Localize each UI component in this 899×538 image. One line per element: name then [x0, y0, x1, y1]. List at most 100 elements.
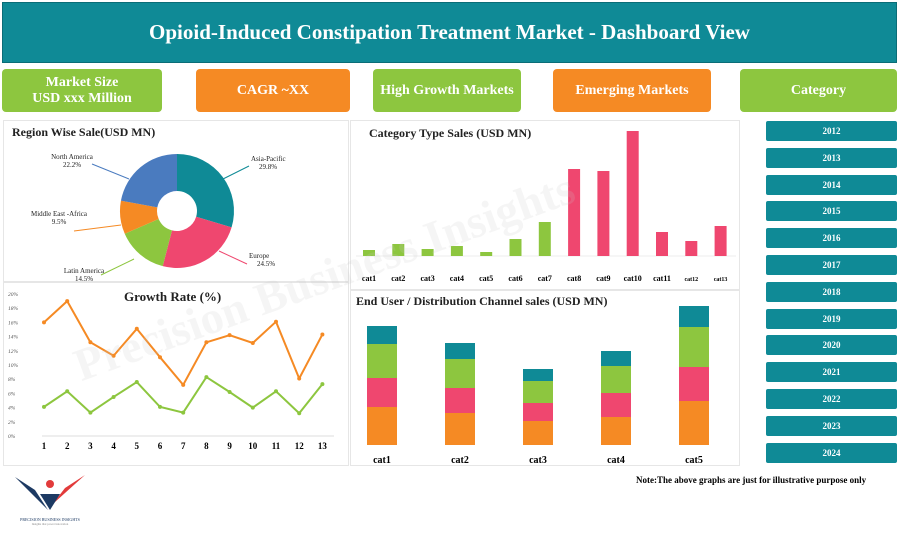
x-tick-label: cat3: [529, 455, 547, 466]
slice-label: North America: [51, 153, 94, 161]
year-button-2019[interactable]: 2019: [766, 308, 897, 329]
donut-slice-3: [120, 200, 159, 234]
distribution-chart-title: End User / Distribution Channel sales (U…: [356, 294, 608, 308]
bar-cat10: [626, 131, 639, 256]
x-tick-label: 10: [248, 441, 258, 451]
stack-segment-cat2: [445, 343, 475, 359]
x-tick-label: cat3: [420, 274, 434, 283]
x-tick-label: cat10: [624, 274, 642, 283]
data-point: [42, 320, 46, 325]
data-point: [65, 389, 70, 394]
bar-cat6: [509, 239, 522, 256]
stack-segment-cat5: [679, 367, 709, 401]
company-logo: PRECISION BUSINESS INSIGHTS Insights tha…: [10, 472, 90, 526]
market-size-button[interactable]: Market Size USD xxx Million: [2, 69, 162, 112]
x-tick-label: 2: [65, 441, 70, 451]
leader-line: [100, 258, 135, 276]
data-point: [158, 404, 162, 409]
year-button-2024[interactable]: 2024: [766, 442, 897, 463]
stack-segment-cat4: [601, 417, 631, 445]
y-tick-label: 12%: [8, 349, 19, 355]
x-tick-label: 5: [135, 441, 140, 451]
page-title: Opioid-Induced Constipation Treatment Ma…: [149, 20, 750, 44]
x-tick-label: 13: [318, 441, 328, 451]
donut-slice-4: [120, 154, 177, 208]
bar-cat12: [685, 241, 698, 256]
data-point: [88, 340, 93, 345]
bar-cat7: [538, 222, 551, 256]
x-tick-label: cat1: [373, 455, 391, 466]
x-tick-label: cat1: [362, 274, 376, 283]
bar-cat13: [714, 226, 727, 256]
year-button-2018[interactable]: 2018: [766, 281, 897, 302]
stack-segment-cat3: [523, 369, 553, 381]
stack-segment-cat1: [367, 326, 397, 344]
x-tick-label: cat6: [508, 274, 522, 283]
data-point: [227, 389, 232, 394]
market-size-label: Market Size: [45, 74, 119, 90]
x-tick-label: cat2: [391, 274, 405, 283]
growth-line-chart: 0%2%4%6%8%10%12%14%16%18%20%1 2 3 4 5 6 7 8 9 10 1…: [8, 292, 334, 451]
y-tick-label: 2%: [8, 420, 16, 426]
data-point: [204, 375, 209, 380]
cagr-button[interactable]: CAGR ~XX: [196, 69, 350, 112]
leader-line: [218, 250, 248, 265]
data-point: [320, 382, 325, 387]
year-button-2021[interactable]: 2021: [766, 362, 897, 383]
slice-value: 24.5%: [257, 260, 275, 268]
year-button-2014[interactable]: 2014: [766, 174, 897, 195]
slice-value: 29.8%: [259, 163, 277, 171]
x-tick-label: 11: [272, 441, 281, 451]
x-tick-label: 7: [181, 441, 186, 451]
data-point: [42, 404, 46, 409]
high-growth-markets-button[interactable]: High Growth Markets: [373, 69, 521, 112]
stack-segment-cat3: [523, 421, 553, 445]
stack-segment-cat5: [679, 327, 709, 367]
donut-slice-2: [124, 218, 172, 267]
slice-label: Asia-Pacific: [251, 155, 286, 163]
slice-value: 22.2%: [63, 161, 81, 169]
stack-segment-cat5: [679, 401, 709, 445]
leader-line: [218, 165, 250, 182]
y-tick-label: 0%: [8, 434, 16, 440]
growth-chart-title: Growth Rate (%): [124, 289, 222, 304]
stack-segment-cat4: [601, 366, 631, 393]
year-button-2017[interactable]: 2017: [766, 255, 897, 275]
bar-cat9: [597, 171, 610, 256]
emerging-markets-button[interactable]: Emerging Markets: [553, 69, 711, 112]
y-tick-label: 20%: [8, 292, 19, 298]
y-tick-label: 14%: [8, 334, 19, 341]
data-point: [274, 389, 278, 394]
year-button-2020[interactable]: 2020: [766, 335, 897, 356]
donut-slice-0: [177, 154, 234, 228]
x-tick-label: 3: [88, 441, 93, 451]
year-button-2022[interactable]: 2022: [766, 389, 897, 409]
data-point: [320, 332, 325, 337]
data-point: [158, 355, 162, 360]
stack-segment-cat2: [445, 388, 475, 413]
year-button-2023[interactable]: 2023: [766, 415, 897, 436]
year-button-2015[interactable]: 2015: [766, 201, 897, 222]
stack-segment-cat2: [445, 359, 475, 388]
line-series-0: [43, 299, 324, 387]
y-tick-label: 4%: [8, 405, 16, 412]
y-tick-label: 6%: [8, 391, 16, 397]
x-tick-label: 9: [227, 441, 232, 451]
x-tick-label: cat5: [479, 274, 493, 283]
category-button[interactable]: Category: [740, 69, 897, 112]
x-tick-label: cat13: [714, 277, 728, 283]
slice-value: 14.5%: [75, 275, 93, 283]
stack-segment-cat5: [679, 306, 709, 327]
year-button-2016[interactable]: 2016: [766, 228, 897, 249]
line-series-1: [43, 375, 324, 415]
stack-segment-cat4: [601, 351, 631, 366]
year-button-2012[interactable]: 2012: [766, 121, 897, 141]
year-button-2013[interactable]: 2013: [766, 147, 897, 168]
x-tick-label: 8: [204, 441, 209, 451]
slice-label: Latin America: [64, 267, 105, 275]
x-tick-label: cat11: [653, 274, 671, 283]
stack-segment-cat1: [367, 344, 397, 378]
stack-segment-cat3: [523, 403, 553, 421]
x-tick-label: cat5: [685, 455, 703, 466]
bar-cat3: [421, 249, 434, 256]
